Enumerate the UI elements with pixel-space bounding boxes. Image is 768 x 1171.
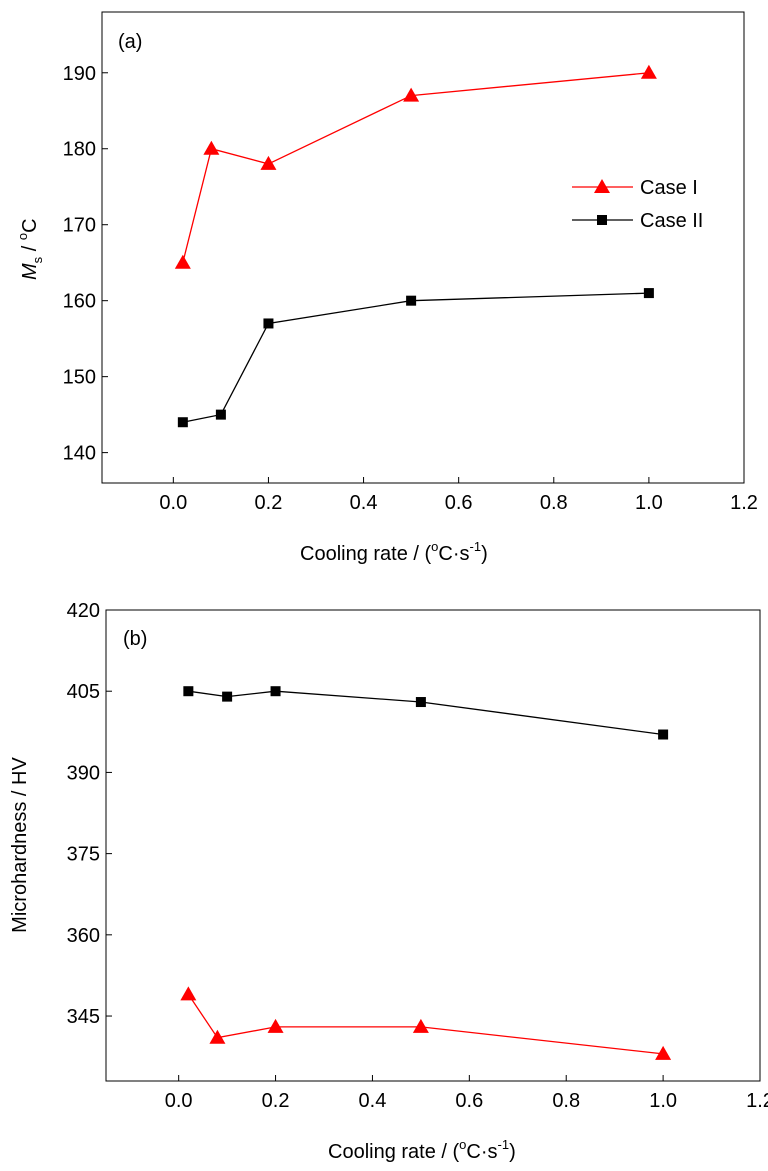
legend-label-case-i: Case I (640, 177, 698, 199)
data-point-case-ii (643, 288, 654, 299)
legend-label-case-ii: Case II (640, 210, 703, 232)
data-point-case-ii (177, 417, 188, 428)
data-point-case-ii (406, 295, 417, 306)
data-point-case-ii (222, 691, 233, 702)
x-tick-label: 0.4 (350, 492, 378, 514)
data-point-case-ii (215, 409, 226, 420)
data-point-case-ii (183, 686, 194, 697)
x-tick-label: 0.2 (262, 1090, 290, 1112)
data-point-case-i (267, 1018, 284, 1033)
data-point-case-i (403, 87, 420, 102)
data-point-case-i (412, 1018, 429, 1033)
panel-a: 0.0 0.2 0.4 0.6 0.8 1.0 1.2 140 150 160 170 180 190… (15, 11, 758, 565)
y-axis-title-b: Microhardness / HV (9, 757, 31, 933)
y-tick-label: 405 (67, 681, 100, 703)
x-axis-a: 0.0 0.2 0.4 0.6 0.8 1.0 1.2 (159, 477, 758, 514)
data-point-case-i (640, 64, 657, 79)
panel-label-a: (a) (118, 31, 142, 53)
panel-b: 0.0 0.2 0.4 0.6 0.8 1.0 1.2 345 360 375 390 405 420… (9, 600, 768, 1163)
legend-square-marker (597, 215, 607, 225)
data-point-case-i (209, 1029, 226, 1044)
x-tick-label: 0.0 (159, 492, 187, 514)
plot-frame-a (101, 11, 745, 484)
y-tick-label: 190 (63, 63, 96, 85)
data-point-case-ii (263, 318, 274, 329)
legend-triangle-marker (594, 179, 610, 193)
x-tick-label: 0.8 (540, 492, 568, 514)
panel-label-b: (b) (123, 628, 147, 650)
y-axis-title-a: Ms / oC (15, 218, 45, 280)
data-point-case-i (260, 155, 277, 170)
data-point-case-ii (658, 729, 669, 740)
x-tick-label: 0.6 (445, 492, 473, 514)
x-tick-label: 0.4 (359, 1090, 387, 1112)
x-tick-label: 1.0 (649, 1090, 677, 1112)
y-axis-b: 345 360 375 390 405 420 (67, 600, 112, 1028)
data-point-case-ii (270, 686, 281, 697)
y-tick-label: 360 (67, 925, 100, 947)
x-tick-label: 0.8 (552, 1090, 580, 1112)
y-tick-label: 150 (63, 367, 96, 389)
x-tick-label: 1.0 (635, 492, 663, 514)
data-point-case-i (174, 254, 191, 269)
y-tick-label: 140 (63, 443, 96, 465)
data-point-case-i (655, 1045, 672, 1060)
y-axis-a: 140 150 160 170 180 190 (63, 63, 108, 465)
data-point-case-i (180, 986, 197, 1001)
x-axis-title-b: Cooling rate / (oC·s-1) (328, 1137, 516, 1163)
y-tick-label: 390 (67, 762, 100, 784)
x-tick-label: 0.6 (455, 1090, 483, 1112)
plot-frame-b (105, 609, 761, 1082)
data-point-case-ii (415, 697, 426, 708)
legend: Case I Case II (572, 177, 703, 232)
x-tick-label: 1.2 (730, 492, 758, 514)
data-point-case-i (203, 140, 220, 155)
y-tick-label: 180 (63, 139, 96, 161)
y-tick-label: 345 (67, 1006, 100, 1028)
x-tick-label: 0.0 (165, 1090, 193, 1112)
y-tick-label: 420 (67, 600, 100, 622)
y-tick-label: 170 (63, 215, 96, 237)
series-line-case-i (187, 994, 664, 1055)
x-tick-label: 0.2 (255, 492, 283, 514)
series-line-case-ii (182, 292, 649, 423)
y-tick-label: 160 (63, 291, 96, 313)
series-group-a (174, 64, 657, 428)
x-tick-label: 1.2 (746, 1090, 768, 1112)
series-group-b (180, 686, 672, 1060)
y-tick-label: 375 (67, 844, 100, 866)
x-axis-title-a: Cooling rate / (oC·s-1) (300, 539, 488, 565)
x-axis-b: 0.0 0.2 0.4 0.6 0.8 1.0 1.2 (165, 1075, 768, 1112)
